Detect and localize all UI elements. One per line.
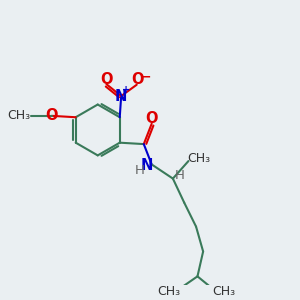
Text: CH₃: CH₃ (157, 285, 180, 298)
Text: CH₃: CH₃ (212, 285, 235, 298)
Text: O: O (131, 72, 144, 87)
Text: H: H (135, 164, 145, 177)
Text: O: O (45, 108, 58, 123)
Text: H: H (175, 169, 185, 182)
Text: N: N (140, 158, 153, 173)
Text: N: N (115, 88, 128, 104)
Text: −: − (140, 70, 151, 83)
Text: O: O (146, 111, 158, 126)
Text: CH₃: CH₃ (188, 152, 211, 165)
Text: O: O (100, 72, 113, 87)
Text: CH₃: CH₃ (7, 109, 30, 122)
Text: +: + (122, 85, 130, 95)
